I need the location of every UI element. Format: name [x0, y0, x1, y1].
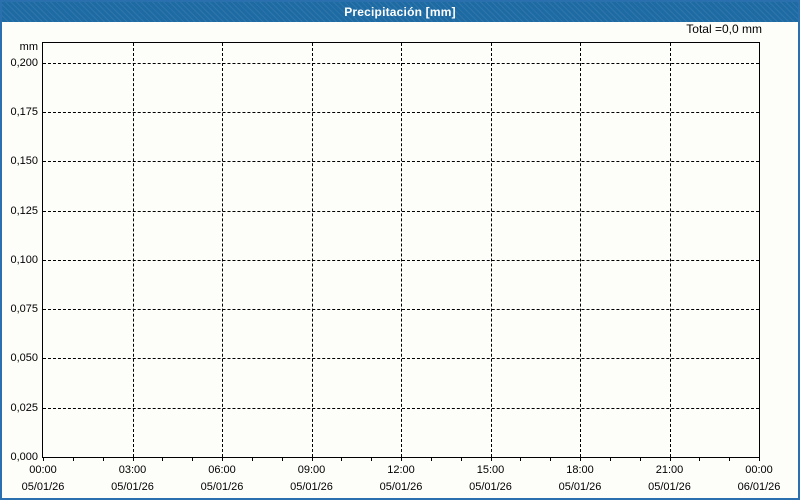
x-tick-time-label: 03:00 [118, 464, 147, 476]
y-axis-unit-label: mm [19, 41, 38, 53]
x-minor-tick [251, 457, 253, 461]
plot-area [42, 42, 760, 461]
x-minor-tick [43, 457, 44, 461]
v-gridline [490, 43, 492, 457]
x-tick-time-label: 06:00 [208, 464, 236, 476]
x-minor-tick [699, 457, 701, 461]
x-tick-date-label: 05/01/26 [648, 481, 691, 493]
y-tick-label: 0,125 [10, 204, 38, 217]
x-tick-date-label: 05/01/26 [469, 481, 512, 493]
x-tick-date-label: 05/01/26 [379, 481, 423, 493]
v-gridline [669, 43, 671, 457]
v-gridline [132, 43, 134, 457]
x-tick-date-label: 05/01/26 [21, 481, 65, 493]
x-tick-time-label: 15:00 [476, 464, 505, 476]
y-tick-label: 0,050 [10, 352, 38, 365]
x-tick-date-label: 05/01/26 [558, 481, 602, 493]
x-minor-tick [341, 457, 343, 461]
total-annotation: Total =0,0 mm [686, 22, 762, 36]
x-minor-tick [669, 457, 671, 461]
x-minor-tick [311, 457, 313, 461]
x-minor-tick [550, 457, 552, 461]
x-minor-tick [102, 457, 104, 461]
x-minor-tick [401, 457, 402, 461]
y-tick-label: 0,175 [10, 106, 38, 118]
x-minor-tick [162, 457, 164, 461]
v-gridline [580, 43, 581, 457]
y-tick-label: 0,150 [10, 155, 38, 168]
v-gridline [222, 43, 223, 457]
x-minor-tick [580, 457, 581, 461]
y-tick-label: 0,075 [10, 303, 38, 316]
y-tick-label: 0,200 [10, 56, 38, 69]
x-minor-tick [639, 457, 641, 461]
x-tick-time-label: 09:00 [297, 464, 326, 476]
y-tick-label: 0,000 [10, 451, 38, 463]
x-tick-time-label: 00:00 [745, 464, 773, 476]
v-gridline [401, 43, 402, 457]
x-minor-tick [520, 457, 522, 461]
x-minor-tick [72, 457, 74, 461]
x-minor-tick [609, 457, 611, 461]
x-tick-date-label: 05/01/26 [290, 481, 333, 493]
chart-title-bar: Precipitación [mm] [2, 2, 798, 22]
x-minor-tick [460, 457, 462, 461]
chart-title: Precipitación [mm] [344, 5, 456, 19]
x-tick-date-label: 06/01/26 [737, 481, 781, 493]
x-minor-tick [132, 457, 134, 461]
x-tick-time-label: 18:00 [566, 464, 594, 476]
x-minor-tick [281, 457, 283, 461]
x-minor-tick [759, 457, 760, 461]
x-tick-date-label: 05/01/26 [111, 481, 154, 493]
y-tick-label: 0,025 [10, 401, 38, 414]
x-tick-date-label: 05/01/26 [200, 481, 244, 493]
x-tick-time-label: 12:00 [387, 464, 415, 476]
x-tick-time-label: 00:00 [29, 464, 57, 476]
x-minor-tick [192, 457, 194, 461]
x-tick-time-label: 21:00 [655, 464, 684, 476]
x-minor-tick [371, 457, 373, 461]
x-minor-tick [430, 457, 432, 461]
x-minor-tick [222, 457, 223, 461]
v-gridline [311, 43, 313, 457]
x-minor-tick [490, 457, 492, 461]
x-minor-tick [729, 457, 731, 461]
y-tick-label: 0,100 [10, 253, 38, 266]
